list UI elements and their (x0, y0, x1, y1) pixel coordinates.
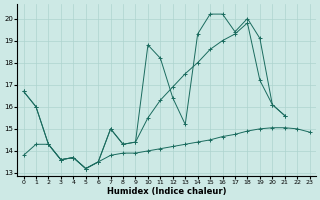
X-axis label: Humidex (Indice chaleur): Humidex (Indice chaleur) (107, 187, 226, 196)
